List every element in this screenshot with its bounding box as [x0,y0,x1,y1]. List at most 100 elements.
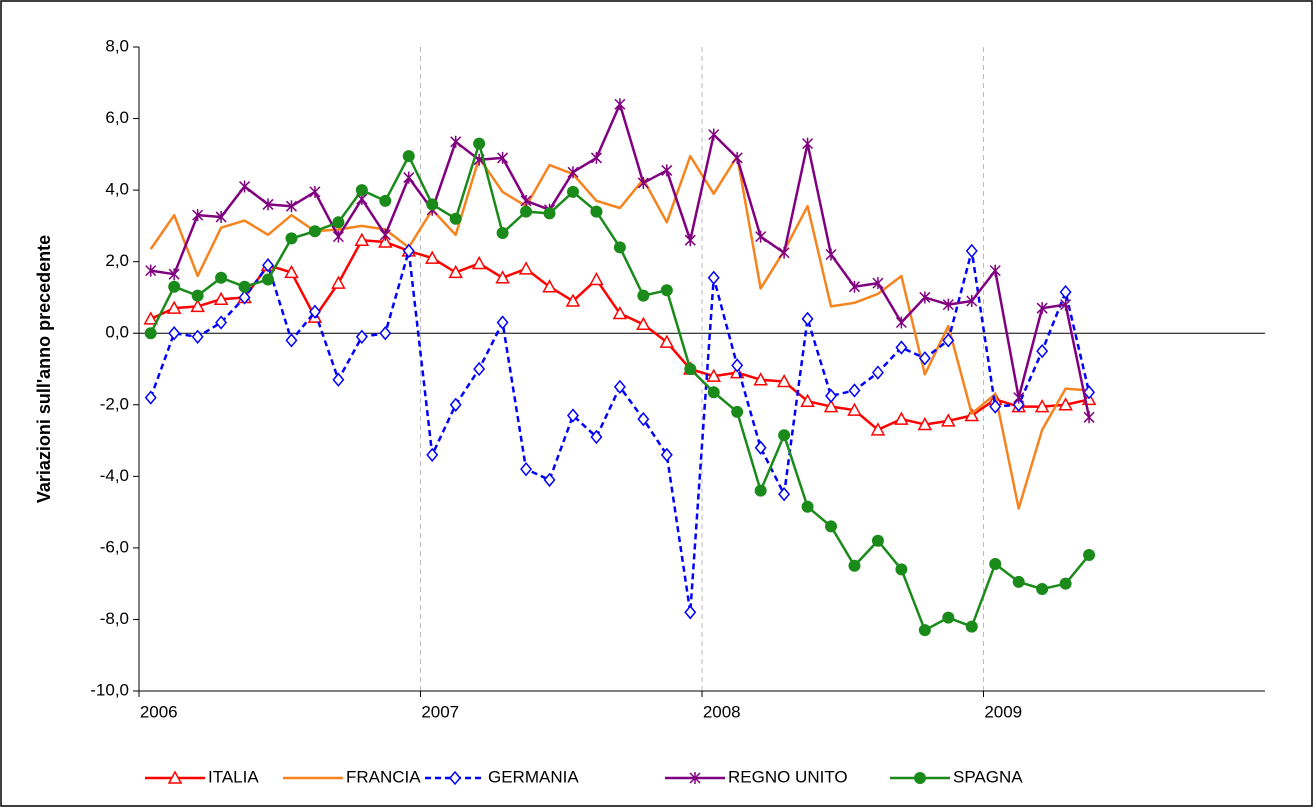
marker [941,413,956,427]
marker [168,268,180,281]
marker [144,390,157,405]
marker [213,291,229,305]
marker [801,311,814,327]
marker [379,228,391,241]
marker [355,329,368,344]
series [143,232,1097,436]
marker [520,194,532,207]
marker [590,429,603,445]
marker [731,151,743,164]
marker [238,280,251,293]
marker [870,422,886,436]
marker [1059,284,1072,300]
marker [285,333,298,348]
legend-label: SPAGNA [953,767,1023,786]
marker [802,137,814,150]
marker [684,605,697,620]
marker [566,185,579,198]
marker [684,363,697,375]
marker [754,484,767,497]
y-tick-label: -2,0 [100,394,129,413]
marker [589,271,604,286]
marker [659,334,675,348]
marker [518,261,534,275]
marker [542,279,557,293]
marker [354,232,370,246]
marker [262,258,274,273]
marker [331,275,346,289]
marker [495,270,510,284]
marker [708,128,720,141]
marker [567,166,579,179]
marker [825,248,837,261]
marker [284,264,299,279]
marker [914,772,926,784]
marker [800,393,815,407]
marker [168,280,181,293]
marker [966,295,978,308]
marker [590,205,603,218]
marker [917,416,933,431]
marker [285,200,298,213]
marker [1034,399,1050,413]
marker [473,361,486,377]
marker [379,326,392,341]
marker [614,98,626,111]
marker [426,447,439,463]
marker [706,368,721,382]
marker [378,234,393,248]
marker [449,770,461,786]
marker [778,487,791,502]
y-tick-label: 2,0 [105,251,129,270]
y-tick-label: 0,0 [105,323,129,342]
marker [895,340,908,355]
marker [565,293,581,307]
marker [191,329,204,344]
marker [308,304,321,319]
marker [590,151,602,164]
marker [731,358,744,373]
marker [895,563,908,576]
marker [848,559,861,572]
marker [707,386,720,399]
series [144,243,1096,620]
marker [776,373,792,388]
legend-label: GERMANIA [488,767,579,786]
marker [450,135,462,148]
marker [403,171,415,184]
marker [660,284,673,297]
marker [871,534,884,547]
marker [192,209,204,222]
marker [989,399,1002,414]
marker [191,289,204,302]
series-line [149,154,1090,510]
marker [285,232,298,245]
marker [424,250,440,264]
marker [262,198,274,211]
marker [1058,397,1073,411]
x-tick-label: 2006 [140,702,178,721]
x-tick-label: 2007 [421,702,459,721]
marker [707,270,720,285]
y-tick-label: -6,0 [100,537,129,556]
marker [825,388,837,404]
marker [613,241,626,254]
marker [166,300,182,314]
marker [1036,343,1049,359]
marker [1036,302,1048,315]
marker [848,280,861,293]
marker [847,402,862,416]
marker [753,372,768,386]
series [144,137,1096,637]
y-tick-label: 4,0 [105,180,129,199]
y-axis-title: Variazioni sull'anno precedente [34,235,54,503]
legend-label: REGNO UNITO [728,767,848,786]
y-tick-label: -8,0 [100,609,129,628]
marker [520,462,533,477]
series [149,154,1090,510]
marker [1012,397,1025,412]
marker [1083,411,1095,424]
marker [825,520,838,533]
